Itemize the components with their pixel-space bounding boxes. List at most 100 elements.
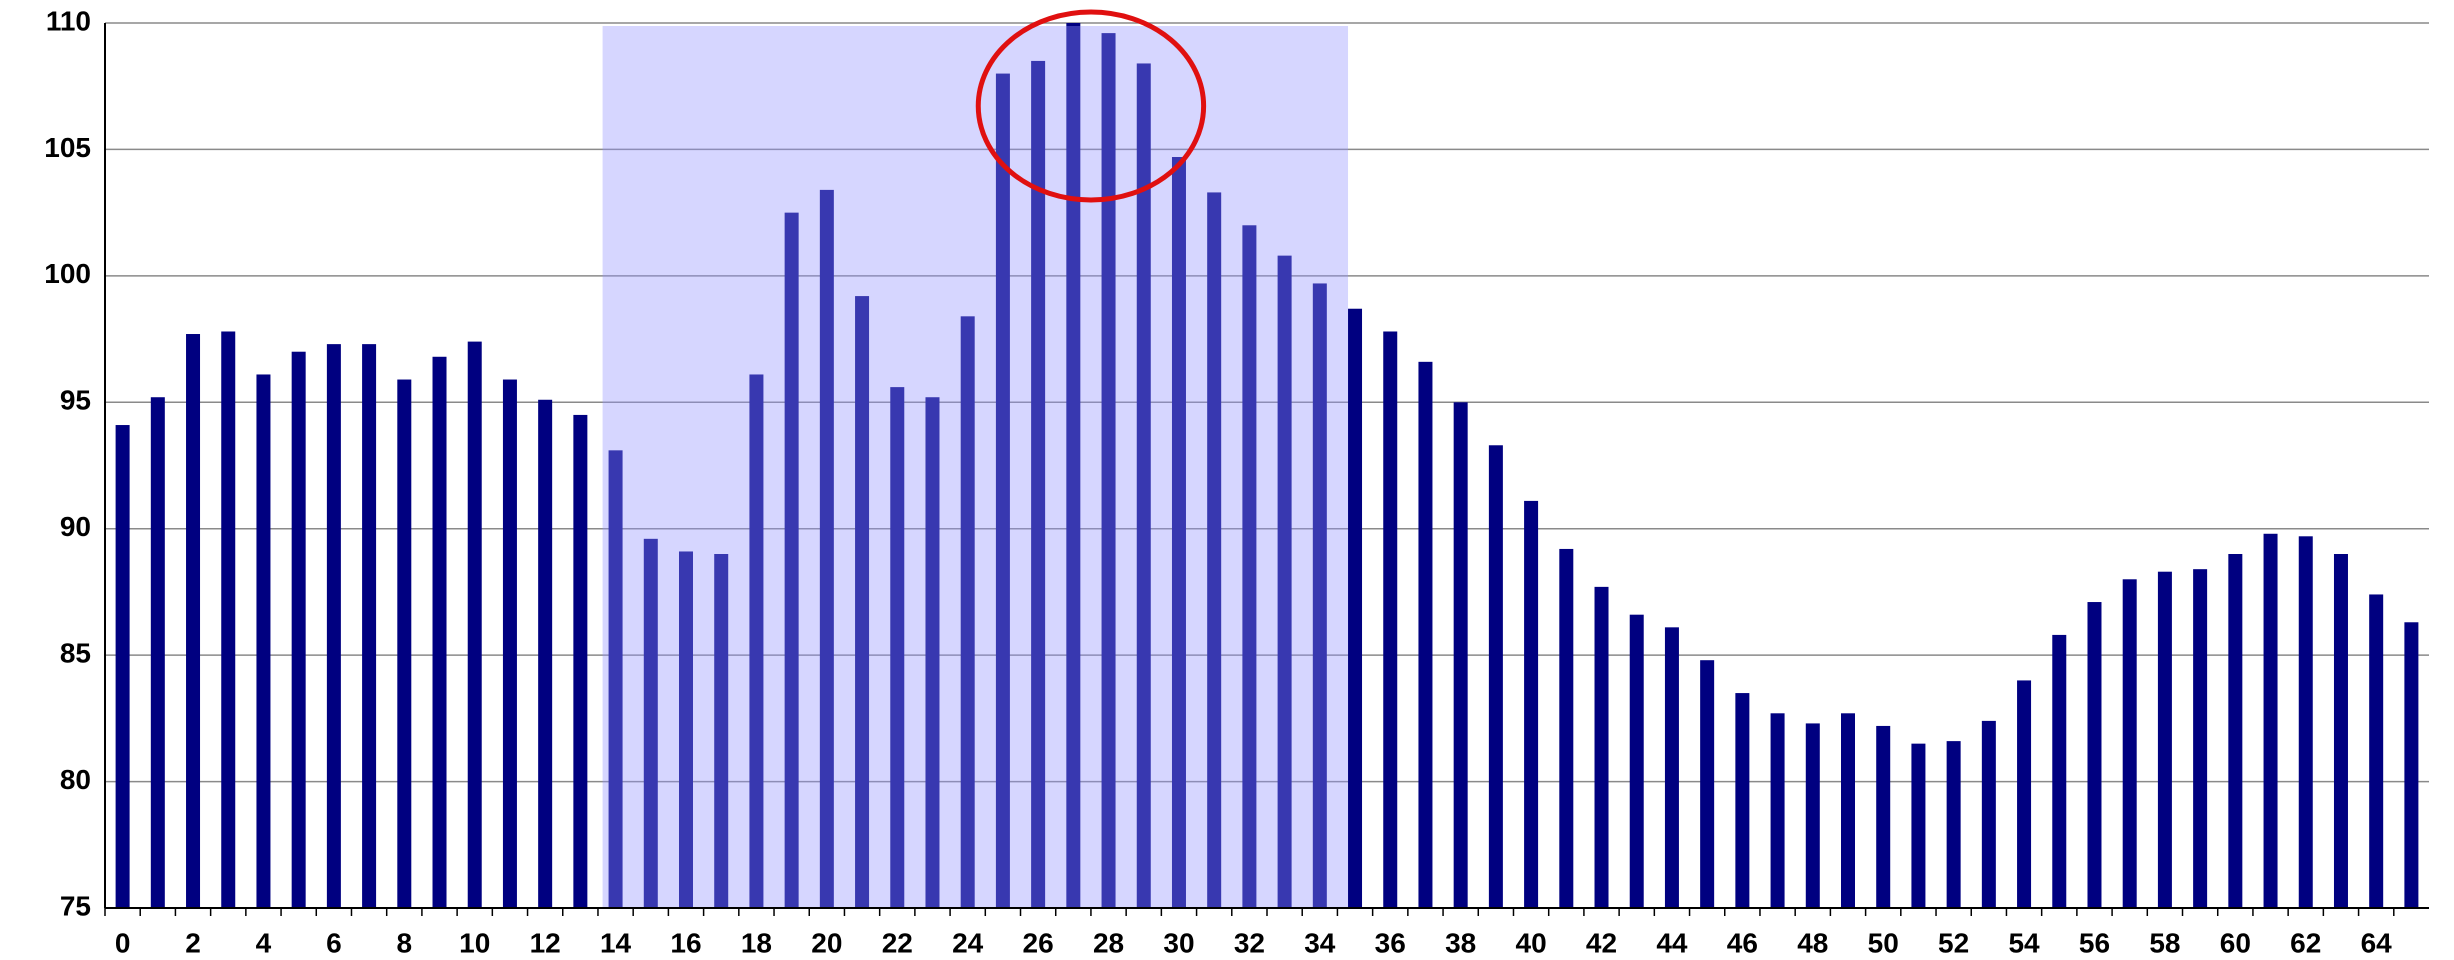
- bar: [925, 397, 940, 908]
- bar: [1735, 693, 1750, 908]
- x-tick-label: 36: [1375, 927, 1406, 958]
- x-tick-label: 22: [882, 927, 913, 958]
- bar: [2228, 554, 2243, 908]
- bar: [679, 551, 693, 908]
- x-tick-label: 32: [1234, 927, 1265, 958]
- x-tick-label: 16: [670, 927, 701, 958]
- bar: [2087, 602, 2102, 908]
- bar: [1242, 225, 1257, 909]
- bar: [1277, 255, 1292, 909]
- bar: [1700, 660, 1715, 908]
- bar: [1207, 192, 1222, 908]
- bar: [538, 399, 553, 908]
- x-tick-label: 10: [459, 927, 490, 958]
- bar: [608, 450, 623, 908]
- x-tick-label: 12: [530, 927, 561, 958]
- bar: [1312, 283, 1327, 908]
- x-tick-label: 30: [1163, 927, 1194, 958]
- bar: [432, 356, 447, 908]
- bar: [2298, 536, 2313, 908]
- x-tick-label: 58: [2149, 927, 2180, 958]
- bar: [2193, 569, 2208, 908]
- x-tick-label: 44: [1656, 927, 1688, 958]
- bar: [502, 379, 517, 908]
- x-tick-label: 26: [1023, 927, 1054, 958]
- x-tick-label: 14: [600, 927, 632, 958]
- bar: [1418, 361, 1433, 908]
- bar: [397, 379, 412, 908]
- x-tick-label: 52: [1938, 927, 1969, 958]
- bar: [1770, 713, 1785, 908]
- bar: [1031, 60, 1046, 908]
- bar: [1383, 331, 1398, 908]
- bar: [1066, 23, 1081, 908]
- bar: [2122, 579, 2137, 908]
- x-tick-label: 54: [2008, 927, 2040, 958]
- bar: [2333, 554, 2348, 908]
- bar: [1946, 741, 1961, 908]
- x-tick-label: 38: [1445, 927, 1476, 958]
- bar: [2263, 533, 2278, 908]
- bar: [115, 425, 130, 908]
- y-tick-label: 85: [60, 638, 91, 669]
- highlight-circle: [975, 9, 1207, 203]
- x-tick-label: 56: [2079, 927, 2110, 958]
- bar: [643, 538, 658, 908]
- bar: [1664, 627, 1679, 908]
- bar: [2369, 594, 2384, 908]
- x-tick-label: 46: [1727, 927, 1758, 958]
- bar: [1911, 743, 1926, 908]
- bar: [749, 374, 764, 908]
- bar: [186, 334, 201, 908]
- y-tick-label: 75: [60, 890, 91, 921]
- bar: [1981, 720, 1996, 908]
- bar: [1876, 725, 1891, 908]
- bar: [256, 374, 271, 908]
- x-tick-label: 34: [1304, 927, 1336, 958]
- highlight-region: [602, 26, 1349, 908]
- x-tick-label: 18: [741, 927, 772, 958]
- y-tick-label: 95: [60, 385, 91, 416]
- y-tick-label: 90: [60, 511, 91, 542]
- bar: [1559, 548, 1574, 908]
- bar: [1805, 723, 1820, 908]
- bar: [1348, 308, 1363, 908]
- bar: [2052, 634, 2067, 908]
- x-tick-label: 2: [185, 927, 201, 958]
- bar: [2157, 571, 2172, 908]
- x-tick-label: 50: [1868, 927, 1899, 958]
- x-tick-label: 4: [256, 927, 272, 958]
- bar: [573, 414, 588, 908]
- y-tick-label: 105: [44, 132, 91, 163]
- x-tick-label: 20: [811, 927, 842, 958]
- x-tick-label: 42: [1586, 927, 1617, 958]
- bar: [1841, 713, 1855, 908]
- bar: [1136, 63, 1151, 908]
- x-tick-label: 60: [2220, 927, 2251, 958]
- y-tick-label: 80: [60, 764, 91, 795]
- x-tick-label: 24: [952, 927, 984, 958]
- x-tick-label: 6: [326, 927, 342, 958]
- bar: [362, 344, 377, 909]
- bar: [995, 73, 1010, 909]
- bar: [150, 397, 165, 908]
- bar: [1524, 500, 1539, 908]
- x-tick-label: 8: [397, 927, 413, 958]
- bar: [1488, 445, 1503, 908]
- bar: [890, 387, 905, 909]
- bar: [467, 341, 482, 909]
- bar: [819, 189, 834, 908]
- bar: [2404, 622, 2419, 908]
- x-tick-label: 28: [1093, 927, 1124, 958]
- bar: [784, 212, 799, 909]
- bar: [1629, 614, 1644, 908]
- bar: [291, 351, 306, 908]
- bar: [714, 554, 729, 908]
- x-tick-label: 40: [1516, 927, 1547, 958]
- x-tick-label: 0: [115, 927, 131, 958]
- x-tick-label: 62: [2290, 927, 2321, 958]
- bar: [1171, 157, 1186, 908]
- bar: [1594, 586, 1609, 908]
